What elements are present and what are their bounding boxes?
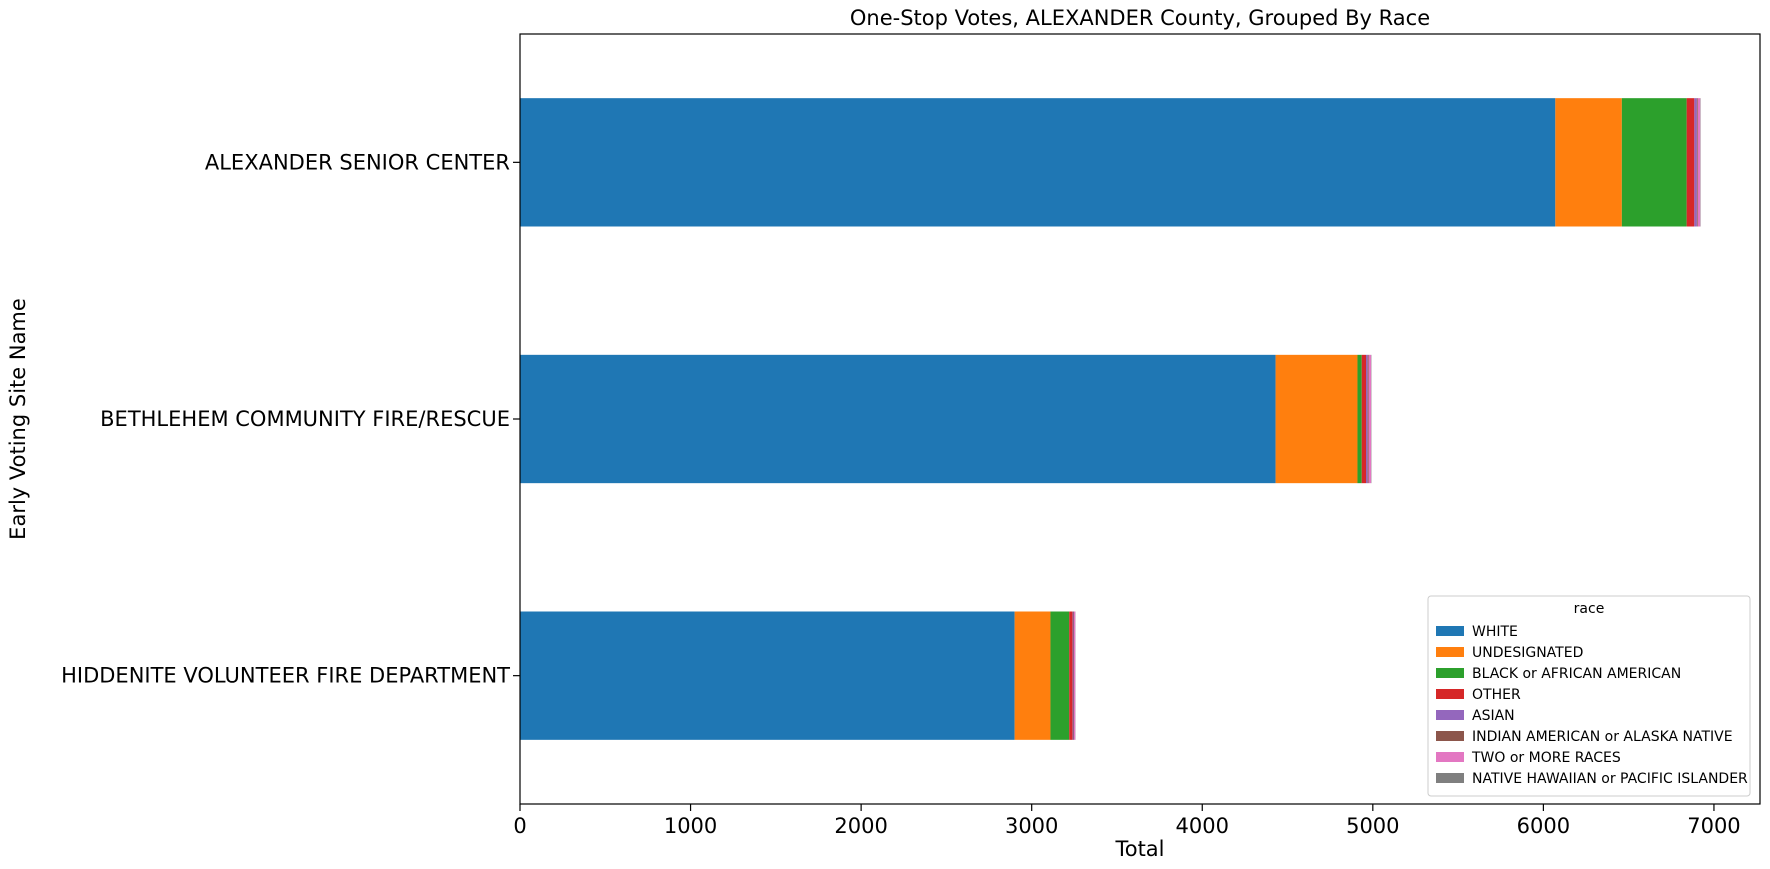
bar-segment-1-2 xyxy=(1014,611,1051,740)
x-tick-label-2: 2000 xyxy=(834,814,887,838)
bars-group xyxy=(520,98,1701,740)
y-ticks: ALEXANDER SENIOR CENTER BETHLEHEM COMMUNI… xyxy=(61,150,520,688)
legend-label-4: ASIAN xyxy=(1472,708,1515,724)
x-axis-label: Total xyxy=(1114,837,1164,861)
bar-segment-5-1 xyxy=(1367,354,1369,484)
legend-label-3: OTHER xyxy=(1472,687,1521,703)
x-tick-label-6: 6000 xyxy=(1517,814,1570,838)
x-tick-label-0: 0 xyxy=(513,814,526,838)
x-tick-label-5: 5000 xyxy=(1346,814,1399,838)
legend-swatch-5 xyxy=(1436,731,1464,741)
y-tick-label-1: BETHLEHEM COMMUNITY FIRE/RESCUE xyxy=(100,407,510,431)
x-tick-label-4: 4000 xyxy=(1176,814,1229,838)
legend-swatch-6 xyxy=(1436,752,1464,762)
bar-segment-3-0 xyxy=(1686,98,1695,227)
legend-label-5: INDIAN AMERICAN or ALASKA NATIVE xyxy=(1472,729,1733,745)
legend-label-0: WHITE xyxy=(1472,624,1518,640)
bar-segment-0-1 xyxy=(520,354,1276,484)
bar-segment-2-1 xyxy=(1357,354,1362,484)
y-axis-label: Early Voting Site Name xyxy=(6,298,30,540)
bar-segment-6-2 xyxy=(1073,611,1076,740)
bar-segment-4-1 xyxy=(1365,354,1368,484)
bar-segment-0-2 xyxy=(520,611,1015,740)
bar-segment-4-0 xyxy=(1694,98,1697,227)
x-tick-label-3: 3000 xyxy=(1005,814,1058,838)
legend-swatch-7 xyxy=(1436,773,1464,783)
bar-segment-3-1 xyxy=(1361,354,1366,484)
x-tick-label-7: 7000 xyxy=(1687,814,1740,838)
bar-segment-3-2 xyxy=(1069,611,1073,740)
bar-segment-5-2 xyxy=(1073,611,1074,740)
x-tick-label-1: 1000 xyxy=(664,814,717,838)
legend-title: race xyxy=(1574,601,1605,617)
legend-swatch-3 xyxy=(1436,689,1464,699)
x-ticks: 0 1000 2000 3000 4000 5000 6000 7000 xyxy=(513,804,1741,838)
chart-title: One-Stop Votes, ALEXANDER County, Groupe… xyxy=(850,6,1430,30)
bar-segment-2-0 xyxy=(1621,98,1687,227)
legend-label-1: UNDESIGNATED xyxy=(1472,645,1583,661)
bar-segment-5-0 xyxy=(1696,98,1698,227)
legend-label-7: NATIVE HAWAIIAN or PACIFIC ISLANDER xyxy=(1472,771,1748,787)
legend-swatch-1 xyxy=(1436,647,1464,657)
legend-label-6: TWO or MORE RACES xyxy=(1471,750,1621,766)
bar-segment-1-0 xyxy=(1555,98,1622,227)
legend-swatch-2 xyxy=(1436,668,1464,678)
legend-label-2: BLACK or AFRICAN AMERICAN xyxy=(1472,666,1681,682)
y-tick-label-0: ALEXANDER SENIOR CENTER xyxy=(205,150,510,174)
bar-segment-2-2 xyxy=(1050,611,1070,740)
bar-segment-4-2 xyxy=(1072,611,1074,740)
legend-swatch-4 xyxy=(1436,710,1464,720)
bar-segment-6-1 xyxy=(1368,354,1372,484)
bar-segment-0-0 xyxy=(520,98,1556,227)
bar-segment-1-1 xyxy=(1275,354,1358,484)
legend: race WHITE UNDESIGNATED BLACK or AFRICAN AM… xyxy=(1427,595,1751,797)
legend-swatch-0 xyxy=(1436,626,1464,636)
y-tick-label-2: HIDDENITE VOLUNTEER FIRE DEPARTMENT xyxy=(61,664,510,688)
legend-box xyxy=(1427,595,1751,797)
bar-segment-6-0 xyxy=(1697,98,1701,227)
